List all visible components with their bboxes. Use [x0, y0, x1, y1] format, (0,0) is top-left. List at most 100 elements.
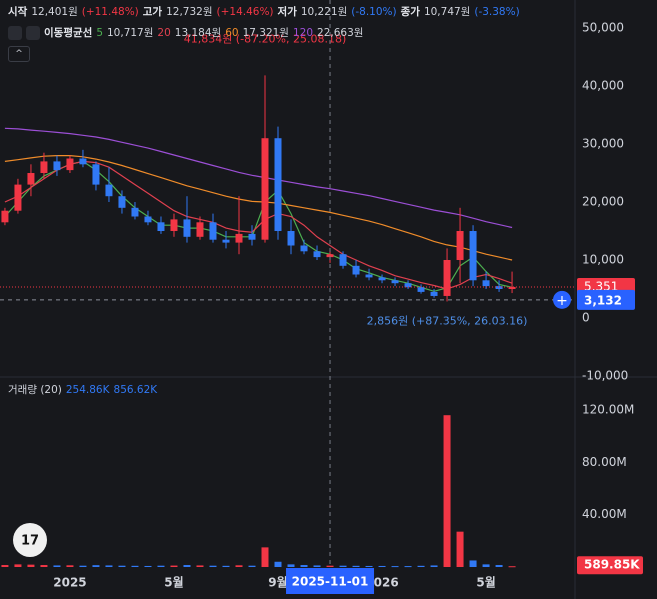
marker-price-label: 3,132 — [584, 293, 622, 307]
ma-legend: 이동평균선 5 10,717원 20 13,184원 60 17,321원 120 22,66… — [8, 25, 363, 40]
ma-line — [4, 155, 513, 261]
candle-body — [1, 210, 9, 223]
ohlc-change: (-3.38%) — [474, 5, 520, 18]
candle-body — [92, 164, 100, 185]
volume-legend-value: 856.62K — [113, 383, 158, 396]
volume-bar — [274, 561, 282, 567]
ma-value: 13,184원 — [174, 27, 222, 39]
y-tick-label: -10,000 — [582, 369, 628, 383]
y-tick-label: 80.00M — [582, 455, 627, 469]
y-tick-label: 20,000 — [582, 195, 624, 209]
volume-bar — [118, 565, 126, 567]
ma-name: 60 — [225, 26, 239, 39]
volume-bar — [222, 565, 230, 567]
volume-bar — [261, 547, 269, 567]
candle-body — [313, 251, 321, 258]
y-tick-label: 120.00M — [582, 402, 634, 416]
volume-bar — [313, 565, 321, 567]
x-tick-label: 5월 — [476, 575, 495, 590]
icon[interactable] — [8, 25, 22, 40]
volume-bar — [79, 565, 87, 567]
candle-body — [365, 274, 373, 278]
candle-body — [105, 184, 113, 197]
candle-body — [404, 283, 412, 288]
volume-bar — [300, 565, 308, 567]
ohlc-value: 10,747원 — [423, 6, 471, 18]
volume-bar — [287, 564, 295, 567]
ma-value: 22,663원 — [317, 27, 364, 39]
volume-bar — [235, 565, 243, 567]
candle-body — [183, 219, 191, 237]
candle-body — [131, 207, 139, 217]
x-tick-label: 9월 — [268, 575, 287, 590]
volume-bar — [378, 565, 386, 567]
collapse-button[interactable]: ^ — [8, 46, 30, 62]
marker-price-badge — [577, 289, 635, 310]
volume-bar — [105, 565, 113, 567]
ma-line — [4, 127, 513, 229]
volume-bar — [495, 565, 503, 567]
icon[interactable] — [26, 25, 40, 40]
volume-bar — [365, 565, 373, 567]
candle-body — [456, 231, 464, 261]
candle-body — [274, 138, 282, 232]
ma-name: 5 — [96, 26, 103, 39]
volume-bar — [27, 564, 35, 567]
volume-bar — [404, 566, 412, 568]
ohlc-change: (-8.10%) — [351, 5, 397, 18]
tv-logo-text: 17 — [21, 534, 39, 549]
candle-body — [300, 245, 308, 252]
candle-body — [508, 286, 516, 290]
volume-bar — [53, 565, 61, 567]
y-tick-label: 40.00M — [582, 507, 627, 521]
y-tick-label: 50,000 — [582, 21, 624, 35]
legend-title: 이동평균선 — [44, 27, 93, 39]
x-tick-label: 5월 — [164, 575, 183, 590]
y-tick-label: 40,000 — [582, 79, 624, 93]
x-tick-label: 2025 — [53, 576, 86, 590]
volume-bar — [40, 565, 48, 567]
volume-bar — [469, 560, 477, 567]
candle-body — [170, 219, 178, 232]
last-volume-badge — [577, 556, 643, 575]
candle-body — [339, 254, 347, 266]
candle-body — [326, 254, 334, 258]
candle-body — [222, 239, 230, 243]
volume-title: 거래량 (20) — [8, 384, 62, 396]
candle-body — [378, 277, 386, 281]
volume-bar — [1, 565, 9, 567]
y-tick-label: 0 — [582, 311, 590, 325]
ohlc-value: 12,732원 — [166, 6, 213, 18]
add-alert-button[interactable] — [553, 290, 571, 309]
candle-body — [53, 161, 61, 171]
add-alert-icon: + — [556, 293, 568, 309]
ohlc-change: (+14.46%) — [216, 5, 274, 18]
ma-value: 10,717원 — [107, 27, 154, 39]
candle-body — [79, 158, 87, 165]
volume-bar — [352, 565, 360, 567]
ohlc-label: 종가 — [400, 6, 420, 18]
volume-bar — [326, 565, 334, 567]
ma-line — [4, 160, 513, 290]
candle-body — [118, 196, 126, 208]
crosshair-badge — [286, 568, 375, 594]
ohlc-label: 고가 — [142, 6, 163, 18]
candle-body — [287, 231, 295, 246]
volume-bar — [248, 565, 256, 567]
volume-bar — [482, 564, 490, 567]
ohlc-label: 시작 — [8, 6, 28, 18]
candle-body — [144, 216, 152, 223]
ohlc-value: 10,221원 — [300, 6, 348, 18]
ohlc-header: 시작 12,401원 (+11.48%) 고가 12,732원 (+14.46%) 저가 10… — [8, 4, 520, 19]
ma-value: 17,321원 — [242, 27, 289, 39]
volume-bar — [430, 565, 438, 567]
ma-name: 120 — [292, 26, 314, 39]
candle-body — [443, 260, 451, 296]
volume-bar — [391, 566, 399, 568]
tv-logo[interactable] — [13, 523, 47, 557]
candle-body — [352, 265, 360, 275]
candle-body — [196, 222, 204, 237]
volume-bar — [339, 565, 347, 567]
y-tick-label: 10,000 — [582, 253, 624, 267]
